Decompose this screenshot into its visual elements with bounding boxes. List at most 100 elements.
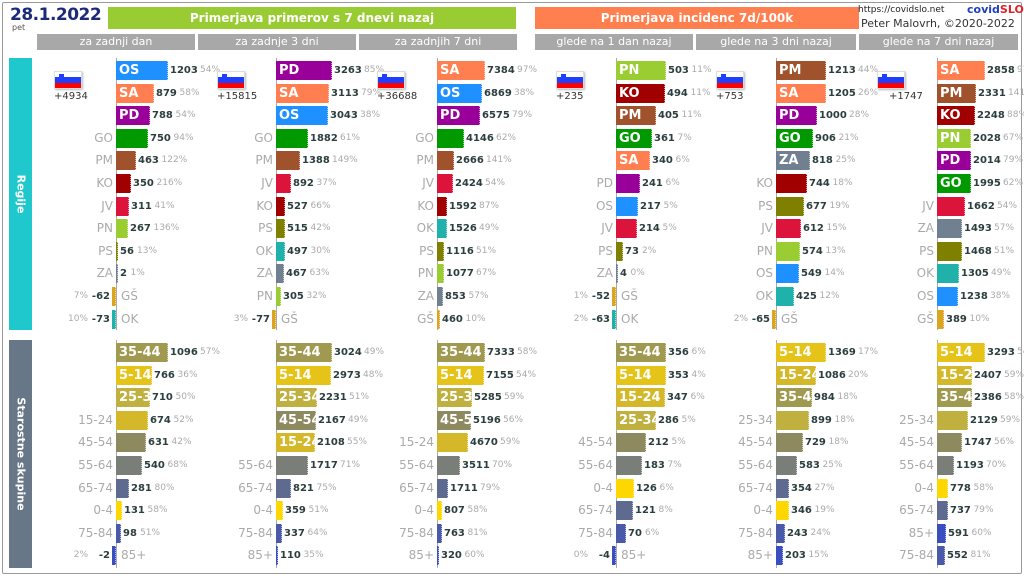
age-label: 65-74 [738, 480, 773, 495]
age-label: 15-24 [279, 435, 321, 451]
region-label: GO [254, 130, 273, 145]
region-value: 463 [138, 155, 159, 167]
age-label: 75-84 [399, 525, 434, 540]
age-value: 354 [791, 482, 812, 494]
region-label: PS [919, 243, 934, 258]
region-bar [437, 151, 454, 171]
chart-axis [116, 340, 117, 568]
age-percent: 70% [492, 460, 513, 470]
age-percent: 80% [154, 482, 175, 493]
region-label: PD [779, 108, 800, 124]
region-percent: 44% [858, 65, 879, 75]
age-percent: 27% [814, 482, 835, 493]
age-label: 55-64 [399, 458, 434, 472]
region-bar [612, 309, 616, 329]
slovenia-flag-icon [556, 71, 584, 89]
age-value: 2231 [319, 392, 347, 404]
age-percent: 15% [808, 550, 829, 561]
region-percent: 28% [849, 110, 870, 121]
region-bar [276, 219, 285, 239]
region-value: 1305 [961, 268, 989, 280]
age-label: 65-74 [899, 503, 934, 518]
age-value: 183 [644, 460, 665, 471]
age-value: 3511 [462, 460, 490, 471]
age-value: 1717 [310, 460, 338, 471]
region-label: GŠ [121, 289, 138, 303]
age-percent: 24% [810, 527, 831, 538]
region-value: 677 [806, 200, 827, 212]
age-value: 540 [144, 460, 165, 471]
age-value: 807 [444, 505, 465, 517]
region-label: GŠ [781, 311, 798, 326]
region-label: ZA [96, 266, 113, 281]
age-label: 0-4 [593, 480, 613, 495]
region-label: SA [279, 85, 299, 101]
age-bar [776, 343, 826, 362]
age-percent: 7% [667, 460, 682, 470]
region-percent: 94% [173, 132, 194, 143]
age-percent: 18% [828, 437, 849, 448]
region-bar [937, 309, 944, 329]
age-value: 2973 [333, 369, 361, 381]
region-bar [276, 241, 285, 261]
age-label: 15-24 [78, 412, 113, 427]
region-bar [276, 196, 285, 216]
region-value: 527 [287, 200, 308, 212]
age-value: 899 [811, 414, 832, 426]
region-label: PM [416, 153, 434, 168]
region-label: JV [922, 198, 934, 213]
region-value: 2424 [455, 178, 483, 189]
site-url-link[interactable]: https://covidslo.net [858, 5, 945, 15]
region-label: PM [619, 108, 642, 124]
region-percent: 216% [156, 178, 183, 188]
region-percent: 54% [997, 200, 1018, 211]
age-percent: 8% [658, 505, 673, 516]
region-label: ZA [256, 266, 273, 281]
region-percent: 11% [690, 87, 711, 98]
region-percent: 32% [306, 291, 327, 301]
age-value: 583 [799, 460, 820, 471]
age-bar [776, 523, 785, 543]
slovenia-flag-icon [716, 71, 744, 89]
age-value: 337 [284, 527, 305, 539]
age-percent: 71% [340, 460, 361, 470]
region-value: 1995 [973, 178, 1001, 189]
region-percent: 61% [340, 132, 361, 143]
age-bar [116, 523, 121, 543]
age-bar [937, 546, 945, 566]
age-value: 356 [668, 347, 689, 358]
slovenia-flag-icon [54, 71, 82, 89]
age-percent: 6% [691, 347, 706, 357]
age-bar [276, 523, 282, 543]
region-percent: 2% [733, 313, 748, 324]
region-bar [437, 196, 447, 216]
age-value: 243 [787, 527, 808, 539]
age-label: 25-34 [619, 412, 661, 428]
age-percent: 58% [467, 505, 488, 516]
chart-axis [276, 58, 277, 330]
age-bar [616, 501, 633, 521]
age-percent: 48% [363, 369, 384, 380]
region-value: 788 [152, 110, 173, 122]
age-bar [937, 365, 972, 385]
region-value: 1662 [967, 200, 995, 212]
age-label: 0-4 [414, 503, 434, 518]
age-value: 674 [150, 414, 171, 426]
age-bar [937, 410, 968, 430]
age-label: 15-24 [399, 435, 434, 450]
age-value: 1747 [964, 437, 992, 449]
age-percent: 70% [986, 460, 1007, 470]
region-percent: 21% [838, 132, 859, 143]
region-label: JV [101, 198, 113, 213]
age-percent: 18% [834, 414, 855, 425]
age-bar [276, 410, 316, 430]
age-bar [616, 343, 666, 362]
age-percent: 79% [973, 505, 994, 516]
region-bar [112, 287, 116, 306]
region-label: PS [598, 243, 613, 258]
age-bar [437, 343, 485, 362]
region-label: PN [619, 63, 640, 78]
region-label: PS [419, 243, 434, 258]
region-value: 515 [287, 223, 308, 235]
